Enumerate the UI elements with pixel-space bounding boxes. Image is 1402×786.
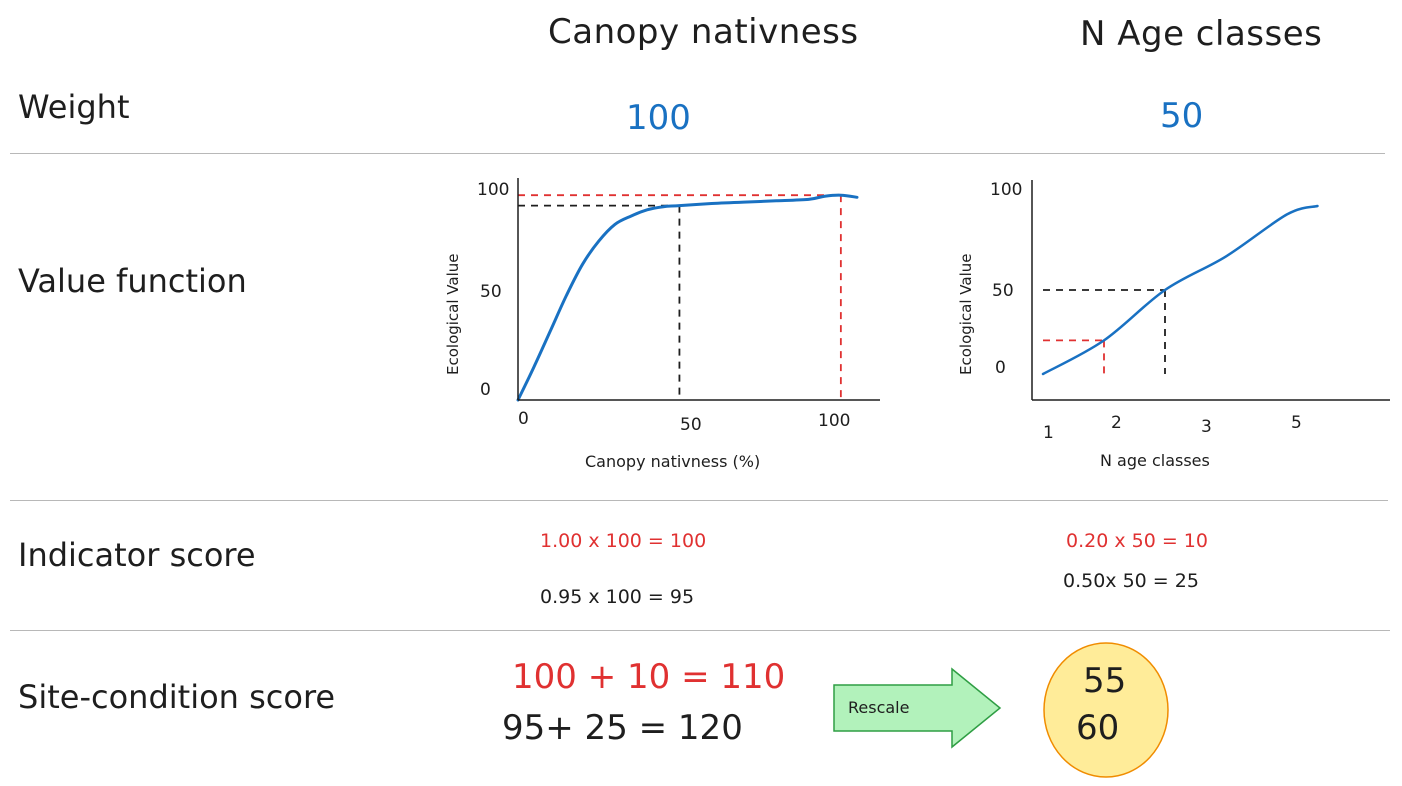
canopy-value-curve <box>516 193 859 402</box>
age-x-tick-1: 1 <box>1043 423 1054 443</box>
canopy-y-axis-label: Ecological Value <box>444 253 462 375</box>
indicator-score-age-red: 0.20 x 50 = 10 <box>1066 530 1208 552</box>
row-label-indicator-score: Indicator score <box>18 536 256 574</box>
age-classes-value-chart: 100 50 0 1 2 3 5 N age classes Ecologica… <box>957 180 1390 470</box>
age-y-tick-100: 100 <box>990 180 1022 200</box>
age-x-axis-label: N age classes <box>1100 451 1210 470</box>
age-classes-value-curve <box>1041 204 1319 376</box>
canopy-value-chart: 100 50 0 0 50 100 Canopy nativness (%) E… <box>444 178 880 471</box>
rescale-label: Rescale <box>848 698 909 717</box>
canopy-x-tick-100: 100 <box>818 411 850 431</box>
age-x-tick-3: 3 <box>1201 417 1212 437</box>
indicator-score-canopy-red: 1.00 x 100 = 100 <box>540 530 707 552</box>
indicator-score-age-black: 0.50x 50 = 25 <box>1063 570 1199 592</box>
canopy-y-tick-0: 0 <box>480 380 491 400</box>
weight-age-classes: 50 <box>1160 96 1204 136</box>
column-header-canopy: Canopy nativness <box>548 12 859 52</box>
canopy-x-tick-50: 50 <box>680 415 702 435</box>
age-y-tick-50: 50 <box>992 281 1014 301</box>
separator-1 <box>10 153 1385 154</box>
column-header-age-classes: N Age classes <box>1080 14 1323 54</box>
rescaled-score-red: 55 <box>1083 661 1126 701</box>
rescaled-score-black: 60 <box>1076 708 1119 748</box>
score-ellipse <box>1043 642 1169 778</box>
arrow-shape <box>833 667 1002 749</box>
row-label-site-condition-score: Site-condition score <box>18 678 336 716</box>
age-x-tick-2: 2 <box>1111 413 1122 433</box>
separator-2 <box>10 500 1388 501</box>
row-label-weight: Weight <box>18 88 130 126</box>
canopy-x-tick-0: 0 <box>518 409 529 429</box>
age-y-tick-0: 0 <box>995 358 1006 378</box>
age-x-tick-5: 5 <box>1291 413 1302 433</box>
indicator-score-canopy-black: 0.95 x 100 = 95 <box>540 586 695 608</box>
row-label-value-function: Value function <box>18 262 247 300</box>
canopy-y-tick-100: 100 <box>477 180 509 200</box>
rescaled-score-circle: 55 60 <box>1043 642 1169 778</box>
separator-3 <box>10 630 1390 631</box>
rescale-arrow: Rescale <box>833 667 1002 749</box>
age-y-axis-label: Ecological Value <box>957 253 975 375</box>
site-score-black: 95+ 25 = 120 <box>502 708 743 748</box>
weight-canopy: 100 <box>626 98 691 138</box>
site-score-red: 100 + 10 = 110 <box>512 657 786 697</box>
canopy-x-axis-label: Canopy nativness (%) <box>585 452 760 471</box>
canopy-y-tick-50: 50 <box>480 282 502 302</box>
